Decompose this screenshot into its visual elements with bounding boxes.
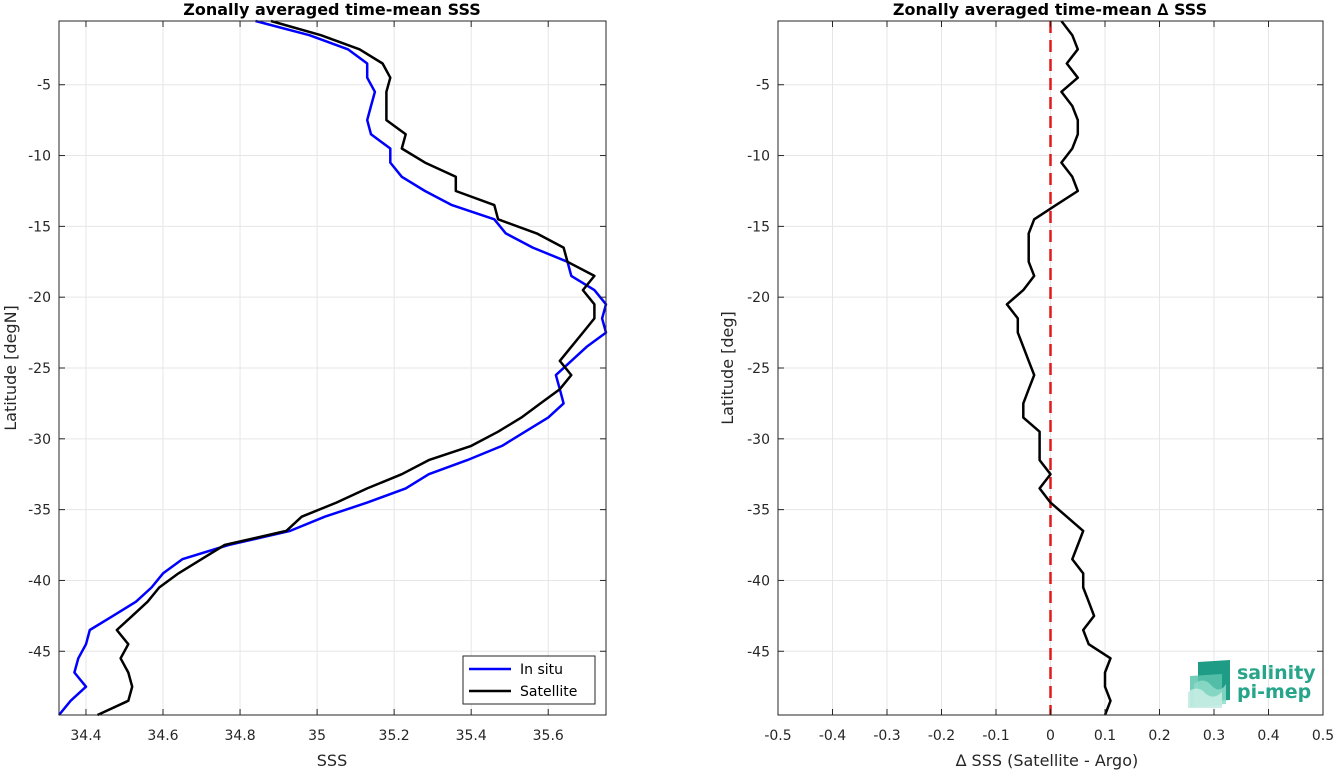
left-y-tick-label: -10 bbox=[28, 149, 51, 165]
delta-sss-line bbox=[1005, 20, 1112, 716]
left-y-tick-label: -20 bbox=[28, 290, 51, 306]
left-y-tick-label: -25 bbox=[28, 361, 51, 377]
left-y-tick-label: -15 bbox=[28, 219, 51, 235]
right-y-tick-label: -35 bbox=[747, 503, 770, 519]
right-x-tick-label: -0.2 bbox=[928, 728, 955, 744]
right-x-tick-label: 0.4 bbox=[1257, 728, 1279, 744]
right-chart-title: Zonally averaged time-mean ∆ SSS bbox=[893, 0, 1207, 19]
right-y-axis-label: Latitude [deg] bbox=[718, 311, 737, 425]
left-panel: 34.4 34.6 34.8 35 35.2 35.4 35.6 -5 -10 -15 -20 -25… bbox=[1, 0, 608, 770]
left-x-tick-label: 35 bbox=[308, 728, 326, 744]
right-y-tick-label: -20 bbox=[747, 290, 770, 306]
right-panel: -0.5 -0.4 -0.3 -0.2 -0.1 0 0.1 0.2 0.3 0.4 0.5 -5 -1… bbox=[718, 0, 1334, 770]
right-x-tick-label: 0.5 bbox=[1312, 728, 1334, 744]
right-y-tick-label: -10 bbox=[747, 149, 770, 165]
right-y-tick-label: -30 bbox=[747, 432, 770, 448]
left-x-tick-label: 35.2 bbox=[379, 728, 410, 744]
left-x-tick-label: 35.4 bbox=[456, 728, 487, 744]
left-y-tick-label: -45 bbox=[28, 644, 51, 660]
legend-in-situ-label: In situ bbox=[520, 662, 563, 678]
salinity-pi-mep-logo: salinity pi-mep bbox=[1188, 660, 1316, 708]
logo-wave-icon bbox=[1188, 660, 1230, 708]
right-x-tick-label: -0.3 bbox=[873, 728, 900, 744]
right-x-tick-label: -0.5 bbox=[764, 728, 791, 744]
right-x-tick-label: 0.1 bbox=[1094, 728, 1116, 744]
right-y-tick-label: -5 bbox=[756, 78, 770, 94]
right-y-tick-label: -45 bbox=[747, 644, 770, 660]
left-x-tick-label: 34.8 bbox=[224, 728, 255, 744]
right-x-tick-label: 0 bbox=[1046, 728, 1055, 744]
left-y-tick-label: -40 bbox=[28, 573, 51, 589]
left-x-tick-label: 34.6 bbox=[147, 728, 178, 744]
left-y-tick-label: -35 bbox=[28, 503, 51, 519]
logo-text-line1: salinity bbox=[1237, 662, 1316, 684]
left-y-tick-label: -30 bbox=[28, 432, 51, 448]
in-situ-line bbox=[58, 19, 608, 716]
satellite-line bbox=[96, 19, 596, 717]
right-series bbox=[1005, 20, 1112, 716]
right-x-axis-label: ∆ SSS (Satellite - Argo) bbox=[955, 751, 1139, 770]
right-x-tick-label: 0.2 bbox=[1148, 728, 1170, 744]
left-x-tick-label: 34.4 bbox=[70, 728, 101, 744]
right-x-tick-label: 0.3 bbox=[1203, 728, 1225, 744]
left-y-axis-label: Latitude [degN] bbox=[1, 305, 20, 431]
right-x-tick-label: -0.4 bbox=[819, 728, 846, 744]
left-x-tick-label: 35.6 bbox=[533, 728, 564, 744]
right-x-tick-label: -0.1 bbox=[982, 728, 1009, 744]
left-chart-title: Zonally averaged time-mean SSS bbox=[183, 0, 481, 19]
legend: In situ Satellite bbox=[462, 655, 596, 705]
left-y-tick-label: -5 bbox=[37, 78, 51, 94]
logo-text-line2: pi-mep bbox=[1237, 681, 1311, 703]
right-y-tick-label: -15 bbox=[747, 219, 770, 235]
left-series bbox=[58, 19, 608, 717]
left-ticks: 34.4 34.6 34.8 35 35.2 35.4 35.6 -5 -10 -15 -20 -25… bbox=[28, 21, 606, 744]
right-y-tick-label: -40 bbox=[747, 573, 770, 589]
left-x-axis-label: SSS bbox=[317, 751, 347, 770]
right-y-tick-label: -25 bbox=[747, 361, 770, 377]
right-ticks: -0.5 -0.4 -0.3 -0.2 -0.1 0 0.1 0.2 0.3 0.4 0.5 -5 -1… bbox=[747, 21, 1334, 744]
legend-box bbox=[462, 655, 596, 705]
legend-satellite-label: Satellite bbox=[520, 684, 577, 700]
